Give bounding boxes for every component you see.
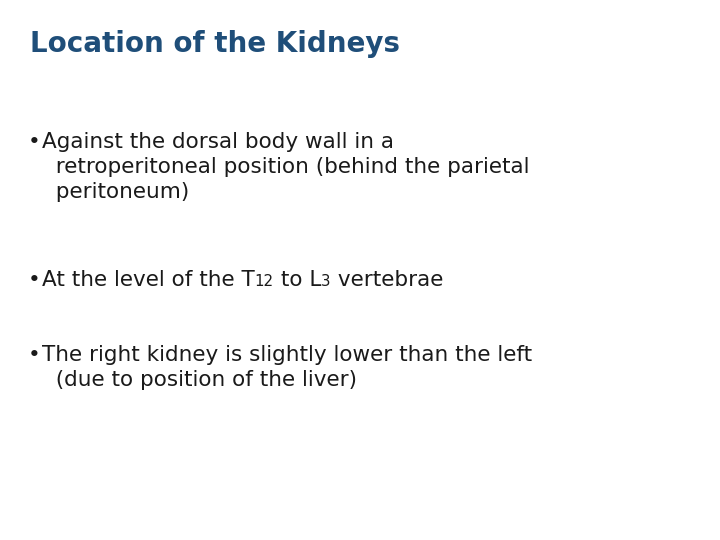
Text: to L: to L: [274, 270, 321, 290]
Text: 3: 3: [321, 274, 330, 289]
Text: vertebrae: vertebrae: [330, 270, 443, 290]
Text: Location of the Kidneys: Location of the Kidneys: [30, 30, 400, 58]
Text: The right kidney is slightly lower than the left
  (due to position of the liver: The right kidney is slightly lower than …: [42, 345, 532, 390]
Text: •: •: [28, 345, 41, 365]
Text: 12: 12: [255, 274, 274, 289]
Text: Against the dorsal body wall in a
  retroperitoneal position (behind the parieta: Against the dorsal body wall in a retrop…: [42, 132, 529, 201]
Text: •: •: [28, 270, 41, 290]
Text: At the level of the T: At the level of the T: [42, 270, 255, 290]
Text: •: •: [28, 132, 41, 152]
